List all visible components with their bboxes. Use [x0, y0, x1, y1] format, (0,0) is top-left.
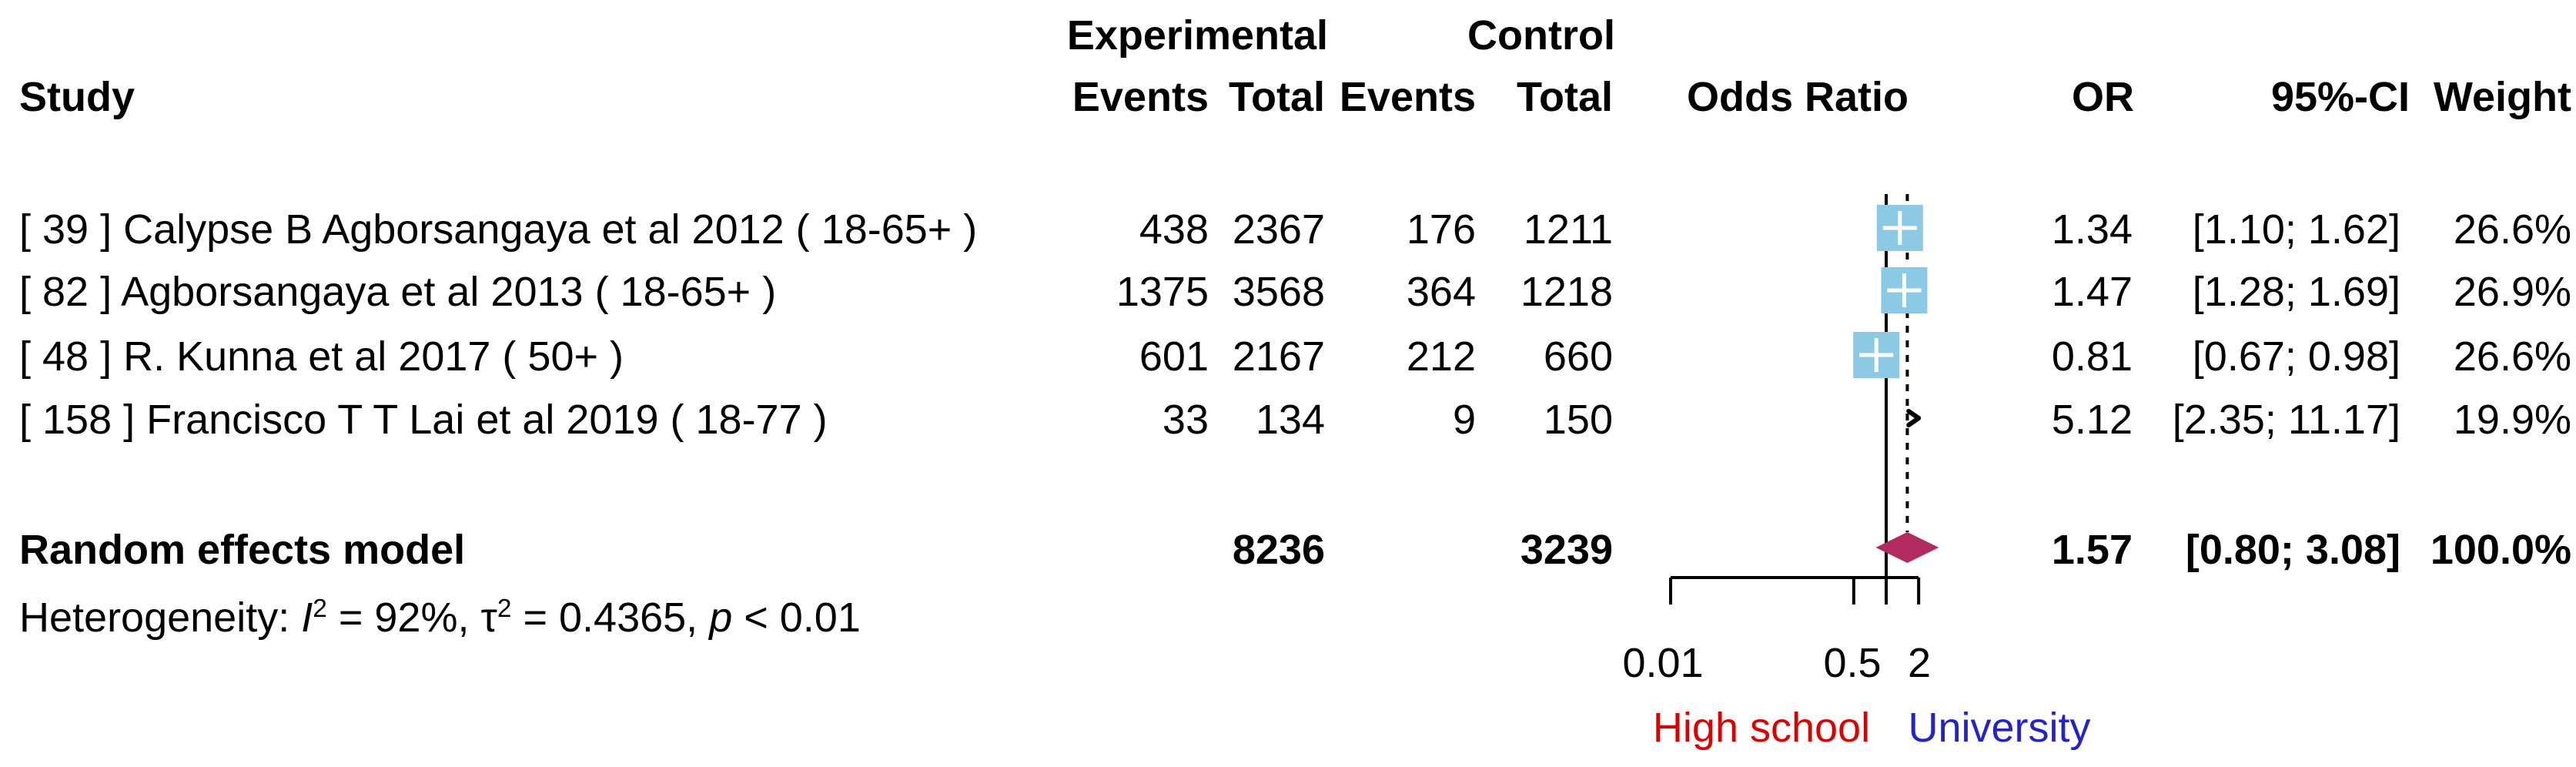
- header-exp-events: Events: [1072, 74, 1209, 120]
- axis-tick-label: 0.01: [1622, 640, 1704, 686]
- header-experimental-group: Experimental: [1066, 12, 1328, 59]
- exp-total-value: 3568: [1232, 269, 1325, 315]
- ci-value: [2.35; 11.17]: [2172, 397, 2400, 443]
- axis-tick-label: 0.5: [1823, 640, 1882, 686]
- ctrl-events-value: 176: [1406, 206, 1476, 253]
- header-ci: 95%-CI: [2270, 74, 2410, 120]
- ctrl-events-value: 364: [1406, 269, 1476, 315]
- summary-label: Random effects model: [19, 527, 466, 573]
- header-or: OR: [2072, 74, 2134, 120]
- ctrl-total-value: 1211: [1523, 206, 1613, 253]
- ctrl-events-value: 212: [1406, 333, 1476, 380]
- exp-events-value: 438: [1139, 206, 1209, 253]
- ctrl-total-value: 1218: [1520, 269, 1613, 315]
- summary-or: 1.57: [2051, 527, 2133, 573]
- header-study: Study: [19, 74, 135, 120]
- het-seg3: < 0.01: [732, 595, 861, 641]
- exp-total-value: 134: [1255, 397, 1325, 443]
- study-square: [1876, 205, 1923, 251]
- het-tau-symbol: τ: [480, 595, 497, 641]
- study-label: [ 39 ] Calypse B Agborsangaya et al 2012…: [19, 206, 978, 253]
- header-exp-total: Total: [1229, 74, 1325, 120]
- exp-events-value: 1375: [1116, 269, 1209, 315]
- het-prefix: Heterogeneity:: [19, 595, 302, 641]
- study-square: [1853, 332, 1900, 378]
- weight-value: 26.9%: [2453, 269, 2571, 315]
- study-label: [ 48 ] R. Kunna et al 2017 ( 50+ ): [19, 333, 624, 380]
- exp-events-value: 33: [1162, 397, 1209, 443]
- or-value: 1.34: [2051, 206, 2133, 253]
- direction-label-university: University: [1908, 705, 2091, 751]
- exp-events-value: 601: [1139, 333, 1209, 380]
- exp-total-value: 2167: [1232, 333, 1325, 380]
- summary-ctrl-total: 3239: [1520, 527, 1613, 573]
- het-p-symbol: p: [709, 595, 733, 641]
- summary-diamond: [1875, 532, 1939, 563]
- header-weight: Weight: [2434, 74, 2571, 120]
- heterogeneity-stats: Heterogeneity: I2 = 92%, τ2 = 0.4365, p …: [19, 595, 861, 640]
- study-label: [ 82 ] Agborsangaya et al 2013 ( 18-65+ …: [19, 269, 777, 315]
- het-seg2: = 0.4365,: [511, 595, 710, 641]
- study-square: [1881, 267, 1928, 313]
- or-value: 0.81: [2051, 333, 2133, 380]
- het-i-symbol: I: [301, 595, 313, 641]
- study-label: [ 158 ] Francisco T T Lai et al 2019 ( 1…: [19, 397, 828, 443]
- direction-label-high-school: High school: [1652, 705, 1871, 751]
- ci-value: [1.10; 1.62]: [2192, 206, 2400, 253]
- header-ctrl-total: Total: [1517, 74, 1613, 120]
- axis-tick-label: 2: [1907, 640, 1932, 686]
- ctrl-total-value: 150: [1543, 397, 1613, 443]
- het-i-sup: 2: [313, 595, 327, 623]
- summary-exp-total: 8236: [1232, 527, 1325, 573]
- summary-ci: [0.80; 3.08]: [2185, 527, 2400, 573]
- ctrl-total-value: 660: [1543, 333, 1613, 380]
- clipped-ci-arrow: [1906, 409, 1922, 427]
- het-seg1: = 92%,: [326, 595, 481, 641]
- weight-value: 19.9%: [2453, 397, 2571, 443]
- weight-value: 26.6%: [2453, 333, 2571, 380]
- header-ctrl-events: Events: [1339, 74, 1476, 120]
- het-tau-sup: 2: [497, 595, 512, 623]
- exp-total-value: 2367: [1232, 206, 1325, 253]
- header-control-group: Control: [1467, 12, 1615, 59]
- header-odds-ratio: Odds Ratio: [1686, 74, 1909, 120]
- summary-weight: 100.0%: [2430, 527, 2571, 573]
- or-value: 1.47: [2051, 269, 2133, 315]
- or-value: 5.12: [2051, 397, 2133, 443]
- ci-value: [0.67; 0.98]: [2192, 333, 2400, 380]
- weight-value: 26.6%: [2453, 206, 2571, 253]
- ci-value: [1.28; 1.69]: [2192, 269, 2400, 315]
- ctrl-events-value: 9: [1452, 397, 1476, 443]
